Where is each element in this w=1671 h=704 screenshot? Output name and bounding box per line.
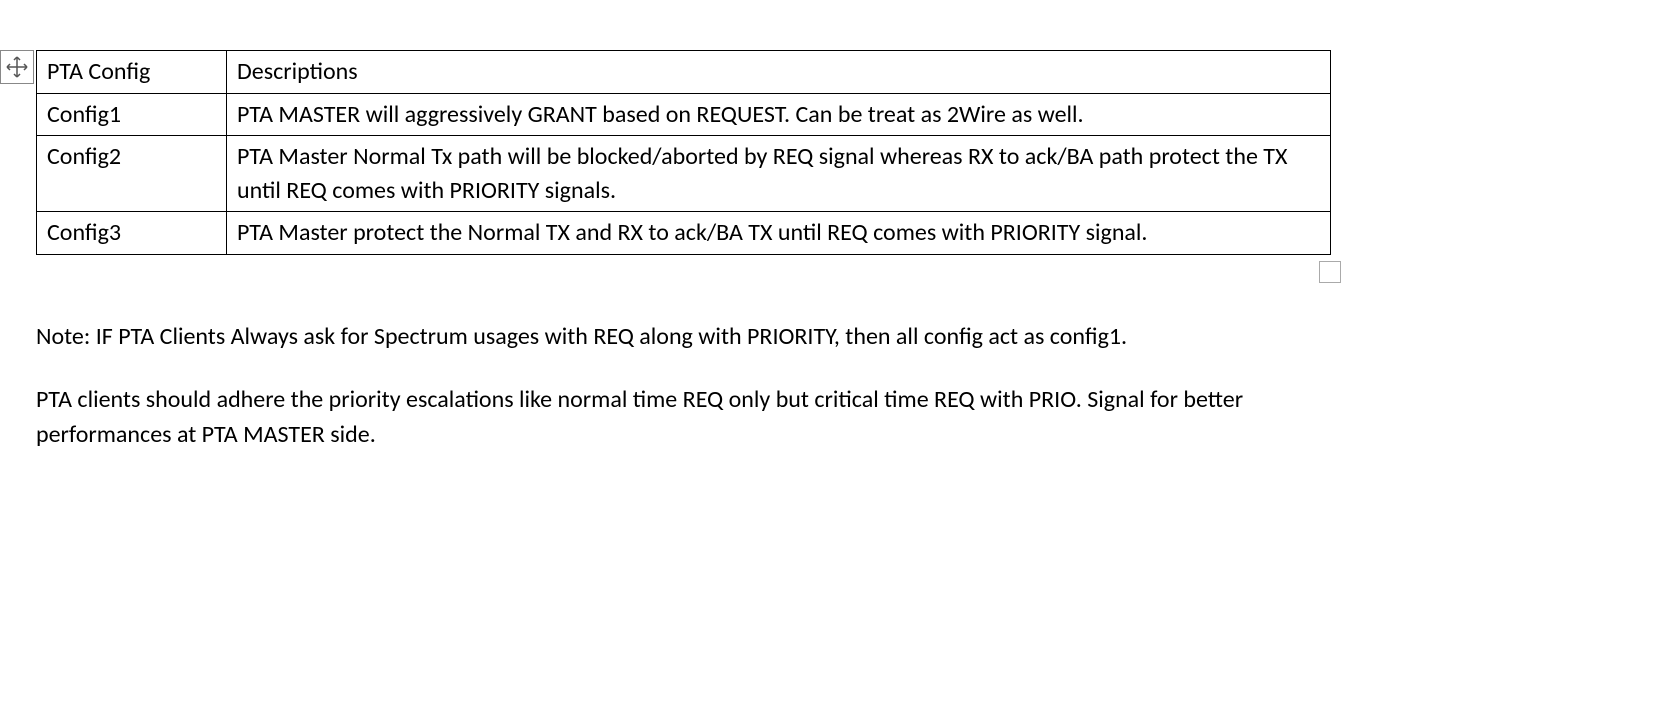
body-text: Note: IF PTA Clients Always ask for Spec… [36,320,1331,452]
table-row: Config1 PTA MASTER will aggressively GRA… [37,93,1331,136]
header-cell-pta-config: PTA Config [37,51,227,94]
header-cell-descriptions: Descriptions [227,51,1331,94]
cell-config3-desc: PTA Master protect the Normal TX and RX … [227,212,1331,255]
table-header-row: PTA Config Descriptions [37,51,1331,94]
table-move-handle-icon[interactable] [0,50,34,84]
cell-config2-desc: PTA Master Normal Tx path will be blocke… [227,136,1331,212]
cell-config3-name: Config3 [37,212,227,255]
table-row: Config3 PTA Master protect the Normal TX… [37,212,1331,255]
paragraph-2: PTA clients should adhere the priority e… [36,383,1331,453]
table-row: Config2 PTA Master Normal Tx path will b… [37,136,1331,212]
cell-config2-name: Config2 [37,136,227,212]
pta-config-table: PTA Config Descriptions Config1 PTA MAST… [36,50,1331,255]
table-resize-handle-icon[interactable] [1319,261,1341,283]
cell-config1-name: Config1 [37,93,227,136]
note-paragraph: Note: IF PTA Clients Always ask for Spec… [36,320,1331,355]
cell-config1-desc: PTA MASTER will aggressively GRANT based… [227,93,1331,136]
pta-config-table-wrap: PTA Config Descriptions Config1 PTA MAST… [36,50,1331,255]
